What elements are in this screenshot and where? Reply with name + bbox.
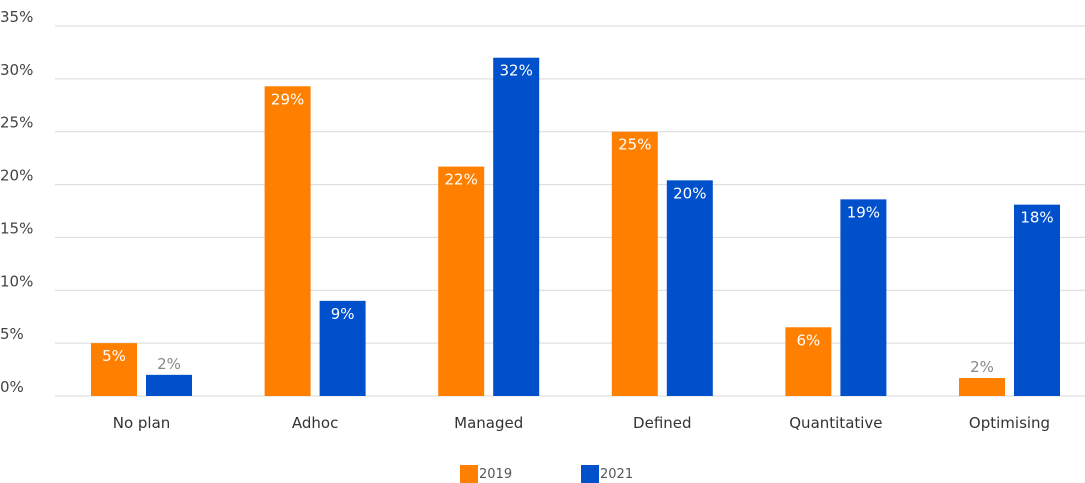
data-label: 6%	[797, 331, 821, 349]
bar-2019	[785, 327, 832, 396]
data-label: 22%	[445, 171, 478, 189]
legend-label-2021: 2021	[600, 466, 634, 482]
data-label: 19%	[847, 203, 880, 221]
legend-item-2021: 2021	[581, 465, 633, 483]
y-tick-label: 25%	[0, 114, 33, 132]
x-tick-label: Optimising	[969, 414, 1050, 432]
bar-2019	[611, 131, 658, 396]
bar-2021	[840, 199, 887, 396]
bar-2021	[319, 300, 366, 396]
legend-swatch-2019	[460, 465, 478, 483]
y-tick-label: 0%	[0, 378, 24, 396]
y-tick-label: 20%	[0, 167, 33, 185]
data-label: 9%	[331, 305, 355, 323]
x-tick-label: Managed	[454, 414, 523, 432]
x-tick-label: Defined	[633, 414, 691, 432]
bar-2021	[666, 180, 713, 396]
data-label: 2%	[970, 358, 994, 376]
bar-2021	[1014, 204, 1060, 396]
data-label: 29%	[271, 90, 304, 108]
x-tick-label: Adhoc	[292, 414, 338, 432]
bar-2021	[146, 374, 192, 396]
data-label: 2%	[157, 355, 181, 373]
legend-swatch-2021	[581, 465, 599, 483]
y-tick-label: 10%	[0, 272, 33, 290]
bar-chart: 0% 5% 10% 15% 20% 25% 30% 35% 5% 2% No plan 29% 9% Ad…	[0, 8, 1085, 432]
data-label: 32%	[500, 62, 533, 80]
bar-2019	[91, 343, 137, 396]
data-label: 5%	[102, 347, 126, 365]
legend-label-2019: 2019	[479, 466, 513, 482]
x-tick-label: No plan	[113, 414, 171, 432]
y-tick-label: 30%	[0, 61, 33, 79]
bar-2019	[438, 166, 485, 396]
bar-2019	[264, 86, 311, 396]
legend-item-2019: 2019	[460, 465, 512, 483]
y-tick-label: 35%	[0, 8, 33, 26]
x-tick-label: Quantitative	[789, 414, 882, 432]
y-tick-label: 5%	[0, 325, 24, 343]
bar-2019	[959, 378, 1005, 396]
data-label: 25%	[618, 136, 651, 154]
y-tick-label: 15%	[0, 219, 33, 237]
legend: 2019 2021	[0, 465, 1085, 483]
data-label: 20%	[673, 184, 706, 202]
data-label: 18%	[1020, 209, 1053, 227]
bar-2021	[493, 57, 540, 396]
